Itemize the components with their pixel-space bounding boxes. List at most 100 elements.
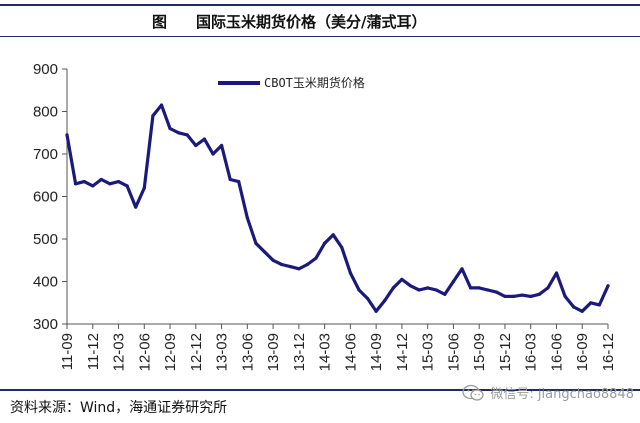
data-point <box>168 126 172 131</box>
x-tick-label: 11-09 <box>59 333 76 370</box>
footer-rule <box>0 389 640 391</box>
data-point <box>99 177 103 182</box>
chart-axes <box>66 69 608 325</box>
data-point <box>554 271 559 275</box>
watermark-text: 微信号: jiangchao8848 <box>490 387 634 402</box>
data-point <box>520 293 524 297</box>
x-tick-label: 15-03 <box>420 333 437 371</box>
data-point <box>82 180 86 184</box>
data-point <box>314 256 318 260</box>
data-point <box>529 294 533 298</box>
y-tick-label: 300 <box>33 316 58 333</box>
data-point <box>469 286 473 290</box>
x-tick-label: 13-06 <box>239 333 256 371</box>
y-tick-label: 800 <box>33 104 58 121</box>
data-point <box>426 286 430 290</box>
data-point <box>305 262 309 267</box>
series-line <box>65 103 610 313</box>
x-axis-ticks: 11-09 11-12 12-03 12-06 12-09 12-12 13-03 13-06… <box>59 324 617 371</box>
watermark: 微信号: jiangchao8848 <box>462 383 634 402</box>
data-point <box>323 241 327 245</box>
data-point <box>537 292 541 296</box>
y-tick-label: 500 <box>33 231 58 248</box>
x-tick-label: 13-09 <box>265 333 282 371</box>
data-point <box>297 267 301 271</box>
data-point <box>589 301 593 305</box>
data-point <box>606 284 610 288</box>
x-tick-label: 16-06 <box>548 333 565 371</box>
data-point <box>125 184 129 188</box>
x-tick-label: 15-09 <box>471 333 488 371</box>
data-point <box>597 303 602 307</box>
data-point <box>159 103 164 107</box>
title-band: 图 国际玉米期货价格（美分/蒲式耳） <box>0 0 640 37</box>
data-point <box>116 180 121 184</box>
data-point <box>383 299 387 303</box>
data-point <box>331 233 335 237</box>
data-point <box>254 241 258 245</box>
data-point <box>408 284 413 288</box>
data-point <box>194 143 198 148</box>
x-tick-label: 16-09 <box>574 333 591 371</box>
x-tick-label: 14-12 <box>394 333 411 371</box>
y-tick-label: 400 <box>33 274 58 291</box>
data-point <box>511 294 516 298</box>
data-point <box>477 286 481 290</box>
data-point <box>366 296 370 301</box>
data-point <box>280 262 284 267</box>
data-point <box>580 309 584 313</box>
y-tick-label: 700 <box>33 146 58 163</box>
data-point <box>202 137 206 141</box>
data-point <box>245 216 249 220</box>
data-point <box>503 294 507 298</box>
x-tick-label: 14-06 <box>342 333 359 371</box>
data-point <box>443 292 447 296</box>
data-point <box>288 265 292 269</box>
source-note: 资料来源：Wind，海通证券研究所 <box>10 400 228 416</box>
title-bottom-rule <box>0 36 640 37</box>
x-tick-label: 12-03 <box>111 333 128 371</box>
data-point <box>340 245 344 250</box>
data-point <box>357 288 361 292</box>
series-group <box>65 103 610 313</box>
x-tick-label: 12-12 <box>188 333 205 371</box>
x-tick-label: 14-09 <box>368 333 385 371</box>
data-point <box>348 271 352 275</box>
data-point <box>486 288 490 292</box>
x-tick-label: 13-12 <box>291 333 308 371</box>
data-point <box>434 288 438 292</box>
data-point <box>185 133 189 137</box>
x-tick-label: 14-03 <box>317 333 334 371</box>
data-point <box>91 184 95 188</box>
data-point <box>108 182 112 186</box>
data-point <box>237 180 241 184</box>
data-point <box>572 305 576 309</box>
x-tick-label: 12-06 <box>136 333 153 371</box>
data-point <box>546 286 550 290</box>
data-point <box>262 250 267 254</box>
data-point <box>220 143 224 148</box>
data-point <box>74 182 78 186</box>
data-point <box>494 290 498 294</box>
chart-legend: CBOT玉米期货价格 <box>218 75 365 90</box>
data-point <box>65 133 69 137</box>
data-point <box>211 152 215 156</box>
title-top-rule <box>0 4 640 6</box>
data-point <box>451 279 455 284</box>
x-tick-label: 15-12 <box>497 333 514 371</box>
data-point <box>391 286 395 290</box>
corn-price-chart: 300 400 500 600 700 800 900 11-09 11-12 12-03 12-… <box>33 61 617 371</box>
legend-label: CBOT玉米期货价格 <box>264 75 365 90</box>
data-point <box>228 177 232 182</box>
x-tick-label: 16-03 <box>523 333 540 371</box>
data-point <box>374 309 378 313</box>
y-axis-ticks: 300 400 500 600 700 800 900 <box>33 61 67 333</box>
x-tick-label: 13-03 <box>214 333 231 371</box>
data-point <box>177 131 181 135</box>
x-tick-label: 15-06 <box>445 333 462 371</box>
data-point <box>417 288 421 292</box>
wechat-icon <box>462 384 485 401</box>
chart-title: 国际玉米期货价格（美分/蒲式耳） <box>196 13 427 31</box>
data-point <box>142 186 146 190</box>
y-tick-label: 600 <box>33 189 58 206</box>
